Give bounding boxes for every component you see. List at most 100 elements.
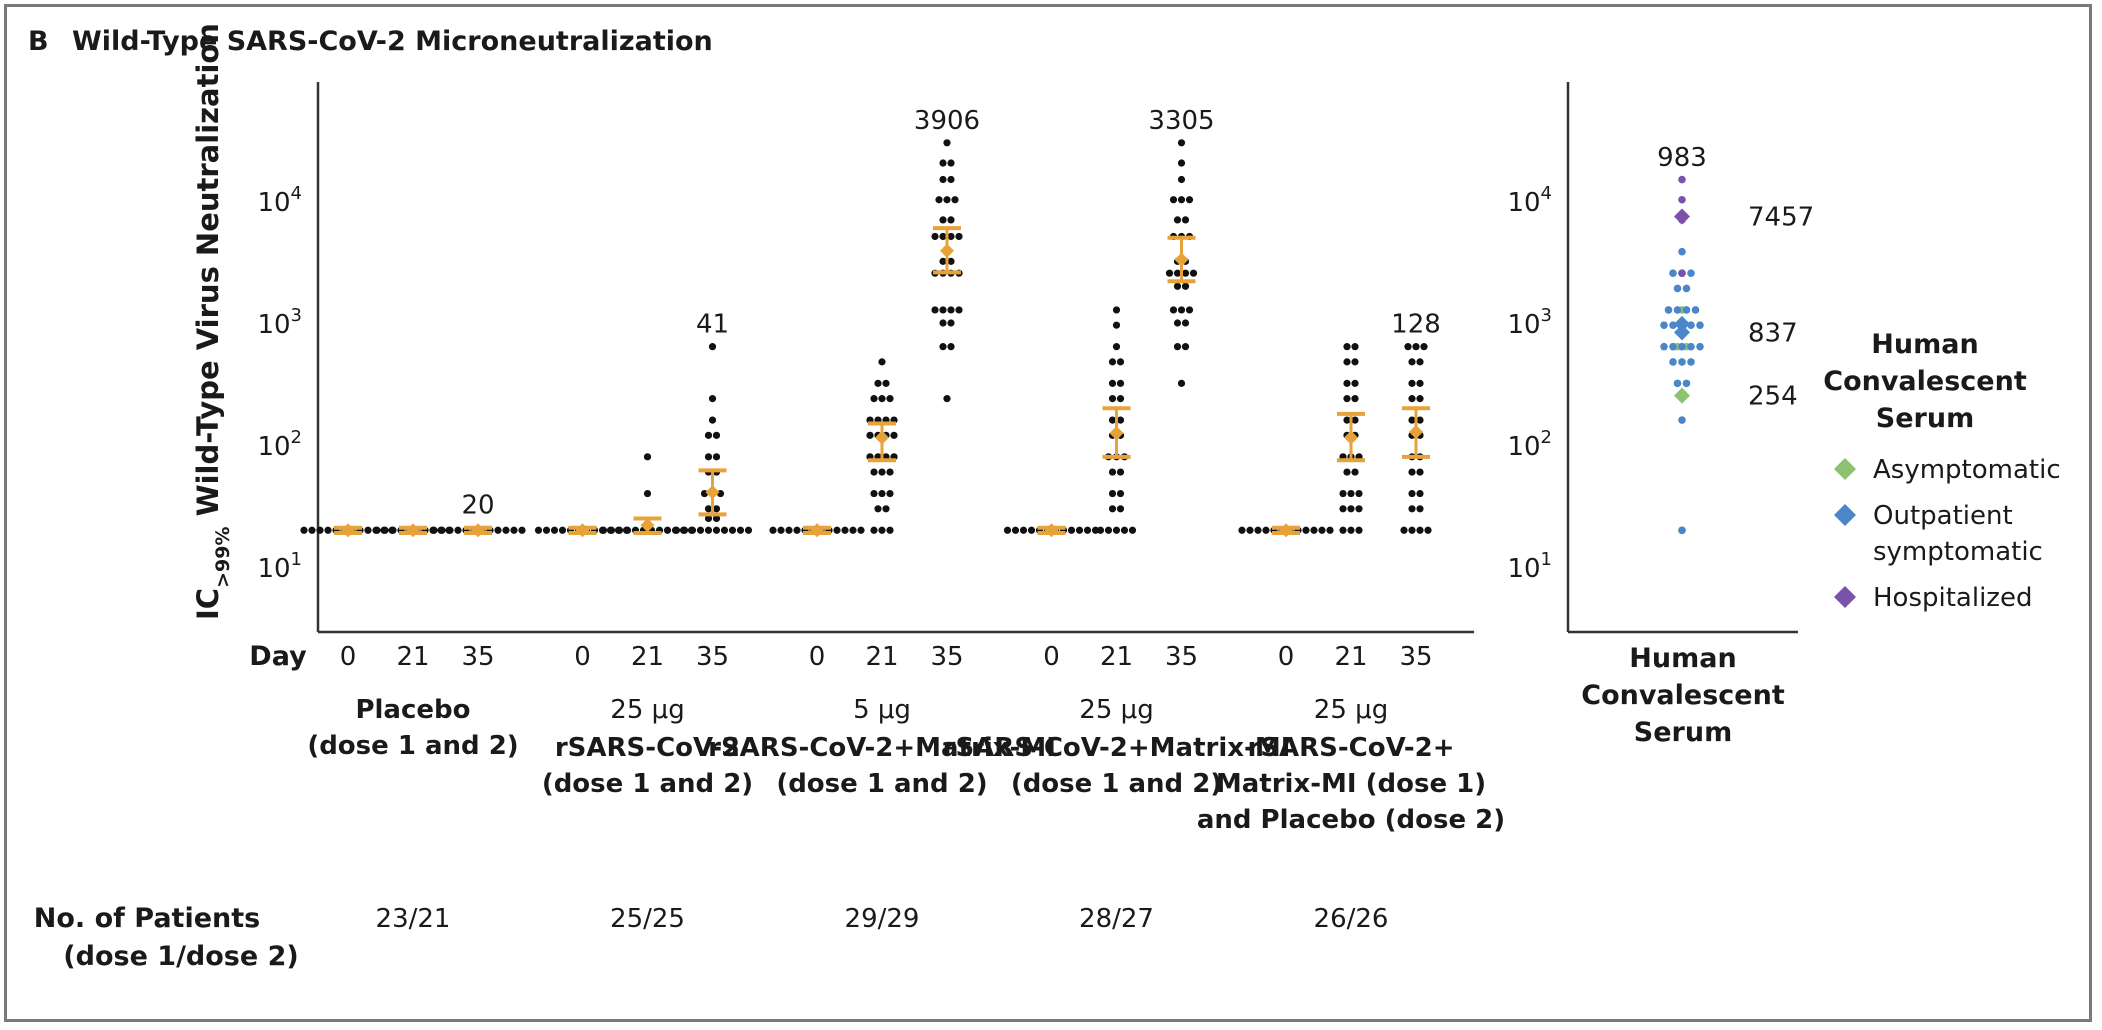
legend-label: Outpatient xyxy=(1873,501,2013,531)
gmt-marker xyxy=(575,523,590,538)
data-point xyxy=(1408,505,1416,513)
y-tick-base: 10 xyxy=(1507,188,1540,218)
data-point xyxy=(712,514,721,523)
group-dose-label: 25 μg xyxy=(610,695,684,725)
data-point xyxy=(599,526,608,534)
data-point xyxy=(874,379,882,387)
y-tick-exponent: 2 xyxy=(1541,427,1552,448)
data-point xyxy=(324,526,332,534)
data-point xyxy=(438,526,446,534)
data-point xyxy=(1173,282,1182,290)
data-point xyxy=(300,526,308,534)
data-point xyxy=(688,526,697,534)
y-tick-label: 104 xyxy=(257,183,302,218)
data-point xyxy=(1177,175,1186,184)
legend-swatch xyxy=(1834,458,1856,480)
data-point xyxy=(1173,343,1182,351)
data-point xyxy=(1116,489,1125,498)
data-point xyxy=(712,453,721,461)
panel-title: Wild-Type SARS-CoV-2 Microneutralization xyxy=(72,26,713,57)
data-point xyxy=(943,139,951,147)
data-point xyxy=(1424,526,1432,534)
data-point xyxy=(943,196,951,204)
data-point xyxy=(643,453,652,461)
data-point xyxy=(1416,395,1424,403)
y-tick-exponent: 3 xyxy=(291,305,302,326)
data-point xyxy=(1011,526,1020,534)
serum-point xyxy=(1664,306,1673,314)
data-point xyxy=(870,468,878,476)
data-point xyxy=(1181,343,1190,351)
conv-x-label-line: Convalescent xyxy=(1581,680,1785,711)
data-point xyxy=(728,526,737,534)
data-point xyxy=(1347,526,1355,534)
data-point xyxy=(542,526,551,534)
data-point xyxy=(708,343,717,351)
gmt-marker xyxy=(810,523,824,538)
data-point xyxy=(947,306,955,314)
data-point xyxy=(1027,526,1036,534)
y-tick-label: 102 xyxy=(1507,427,1552,462)
data-point xyxy=(1416,379,1424,387)
day-tick-label: 35 xyxy=(461,642,494,672)
data-point xyxy=(1408,526,1416,534)
group-dose-label: 25 μg xyxy=(1079,695,1153,725)
data-point xyxy=(696,526,705,534)
group-name-label: and Placebo (dose 2) xyxy=(1197,805,1505,835)
data-point xyxy=(672,526,681,534)
data-point xyxy=(935,196,943,204)
data-point xyxy=(947,175,955,184)
serum-point xyxy=(1682,284,1691,293)
data-point xyxy=(878,468,886,476)
data-point xyxy=(308,526,316,534)
data-point xyxy=(1355,505,1363,513)
legend-label: Hospitalized xyxy=(1873,583,2032,613)
data-point xyxy=(793,526,801,534)
patients-label-line1: No. of Patients xyxy=(34,903,260,934)
data-point xyxy=(1173,319,1182,327)
gmt-marker xyxy=(1174,252,1189,267)
data-point xyxy=(939,306,947,314)
serum-point xyxy=(1691,306,1700,314)
data-point xyxy=(712,526,721,534)
data-point xyxy=(1351,343,1359,351)
data-point xyxy=(607,526,616,534)
day-tick-label: 35 xyxy=(696,642,729,672)
data-point xyxy=(1116,358,1125,366)
y-tick-exponent: 3 xyxy=(1541,305,1552,326)
gmt-marker xyxy=(1044,523,1059,538)
data-point xyxy=(1112,343,1121,351)
data-point xyxy=(1339,489,1347,498)
y-tick-exponent: 1 xyxy=(291,549,302,570)
group-name-label: (dose 1 and 2) xyxy=(542,769,753,799)
serum-point xyxy=(1673,379,1682,388)
patients-count: 23/21 xyxy=(376,904,451,934)
data-point xyxy=(947,232,955,241)
data-point xyxy=(364,526,372,534)
legend-title-line: Human xyxy=(1871,329,1978,360)
serum-gmt-marker xyxy=(1674,324,1690,341)
patients-count: 28/27 xyxy=(1079,904,1154,934)
data-point xyxy=(1416,358,1424,366)
serum-point xyxy=(1682,306,1691,314)
day-tick-label: 35 xyxy=(1165,642,1198,672)
gmt-value-label: 3906 xyxy=(914,106,980,136)
conv-x-label-line: Serum xyxy=(1634,717,1732,748)
data-point xyxy=(430,526,438,534)
conv-x-label: Human Convalescent Serum xyxy=(1581,643,1785,748)
data-point xyxy=(1343,468,1351,476)
legend-swatch xyxy=(1834,504,1856,526)
data-point xyxy=(1238,526,1246,534)
data-point xyxy=(1318,526,1326,534)
y-tick-label: 102 xyxy=(257,427,302,462)
serum-overall-gmt-marker xyxy=(1674,315,1690,332)
y-tick-base: 10 xyxy=(1507,432,1540,462)
y-tick-base: 10 xyxy=(1507,554,1540,584)
data-point xyxy=(870,526,878,534)
serum-point xyxy=(1669,358,1677,366)
data-point xyxy=(1019,526,1028,534)
serum-gmt-marker xyxy=(1674,387,1690,404)
serum-point xyxy=(1678,416,1686,424)
data-point xyxy=(1116,395,1125,403)
